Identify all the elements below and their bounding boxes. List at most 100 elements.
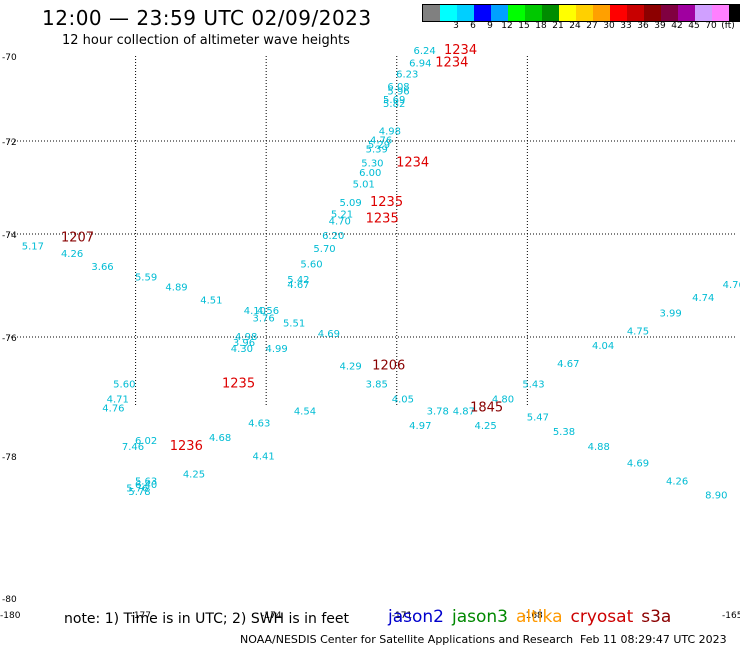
swh-label: 5.43 bbox=[522, 380, 544, 391]
satellite-legend-item: altika bbox=[516, 607, 563, 627]
footer-note: note: 1) Time is in UTC; 2) SWH is in fe… bbox=[64, 611, 350, 627]
swh-label: 4.74 bbox=[692, 293, 714, 304]
color-swatch bbox=[729, 5, 740, 21]
plot-subtitle: 12 hour collection of altimeter wave hei… bbox=[62, 33, 350, 48]
color-scale-label: 36 bbox=[637, 21, 649, 31]
color-swatch bbox=[695, 5, 712, 21]
color-swatch bbox=[440, 5, 457, 21]
color-scale-label: 39 bbox=[654, 21, 666, 31]
swh-label: 3.85 bbox=[366, 380, 388, 391]
color-scale-label: 21 bbox=[552, 21, 564, 31]
satellite-legend: jason2 jason3 altika cryosat s3a bbox=[388, 607, 679, 627]
y-tick-label: -74 bbox=[2, 231, 17, 241]
swh-label: 5.47 bbox=[527, 412, 549, 423]
swh-label: 6.20 bbox=[322, 231, 344, 242]
swh-label: 6.40 bbox=[135, 480, 157, 491]
swh-label: 4.80 bbox=[492, 394, 514, 405]
swh-label: 5.78 bbox=[128, 487, 150, 498]
swh-label: 4.97 bbox=[409, 421, 431, 432]
swh-label: 4.29 bbox=[340, 362, 362, 373]
swh-label: 4.76 bbox=[370, 135, 392, 146]
swh-label: 5.30 bbox=[361, 159, 383, 170]
color-swatch bbox=[712, 5, 729, 21]
swh-label: 4.99 bbox=[266, 344, 288, 355]
swh-label: 4.88 bbox=[588, 442, 610, 453]
swh-label: 5.60 bbox=[113, 380, 135, 391]
swh-label: 5.63 bbox=[135, 476, 157, 487]
color-swatch bbox=[576, 5, 593, 21]
color-swatch bbox=[559, 5, 576, 21]
satellite-legend-item: jason2 bbox=[388, 607, 444, 627]
swh-label: 7.46 bbox=[122, 442, 144, 453]
swh-label: 6.24 bbox=[414, 46, 436, 57]
swh-label: 4.56 bbox=[257, 306, 279, 317]
x-tick-label: -165 bbox=[722, 611, 740, 621]
color-scale-label: 33 bbox=[620, 21, 632, 31]
color-swatch bbox=[627, 5, 644, 21]
y-tick-label: -70 bbox=[2, 53, 17, 63]
swh-label: 4.54 bbox=[294, 406, 316, 417]
time-label: 1206 bbox=[372, 359, 405, 374]
swh-label: 4.05 bbox=[392, 394, 414, 405]
swh-label: 5.09 bbox=[340, 198, 362, 209]
swh-label: 4.70 bbox=[329, 217, 351, 228]
x-tick-label: -177 bbox=[131, 611, 151, 621]
swh-label: 4.51 bbox=[200, 296, 222, 307]
swh-label: 6.23 bbox=[396, 69, 418, 80]
swh-label: 5.59 bbox=[135, 272, 157, 283]
swh-label: 5.51 bbox=[283, 319, 305, 330]
swh-label: 4.67 bbox=[557, 359, 579, 370]
color-swatch bbox=[661, 5, 678, 21]
y-tick-label: -78 bbox=[2, 453, 17, 463]
x-tick-label: -174 bbox=[261, 611, 282, 621]
swh-label: 5.42 bbox=[287, 275, 309, 286]
time-label: 1235 bbox=[370, 195, 403, 210]
swh-label: 4.69 bbox=[627, 459, 649, 470]
color-scale-label: 9 bbox=[487, 21, 493, 31]
color-swatch bbox=[508, 5, 525, 21]
satellite-legend-item: s3a bbox=[641, 607, 672, 627]
plot-title: 12:00 — 23:59 UTC 02/09/2023 bbox=[42, 6, 372, 30]
y-tick-label: -72 bbox=[2, 138, 17, 148]
footer-timestamp: Feb 11 08:29:47 UTC 2023 bbox=[580, 633, 727, 646]
swh-label: 4.75 bbox=[627, 326, 649, 337]
time-label: 1234 bbox=[396, 156, 429, 171]
color-scale-label: 15 bbox=[518, 21, 530, 31]
color-swatch bbox=[593, 5, 610, 21]
swh-label: 4.25 bbox=[183, 469, 205, 480]
color-scale-label: 12 bbox=[501, 21, 513, 31]
color-scale-label: 6 bbox=[470, 21, 476, 31]
swh-label: 4.89 bbox=[165, 283, 187, 294]
color-scale-label: 45 bbox=[688, 21, 700, 31]
color-swatch bbox=[644, 5, 661, 21]
color-swatch bbox=[474, 5, 491, 21]
color-scale-label: 42 bbox=[671, 21, 683, 31]
time-label: 1235 bbox=[222, 377, 255, 392]
swh-label: 4.25 bbox=[474, 421, 496, 432]
satellite-legend-item: jason3 bbox=[452, 607, 508, 627]
color-scale-label: 18 bbox=[535, 21, 547, 31]
swh-label: 5.96 bbox=[387, 86, 409, 97]
color-swatch bbox=[491, 5, 508, 21]
swh-label: 4.04 bbox=[592, 341, 614, 352]
swh-label: 4.67 bbox=[287, 280, 309, 291]
swh-label: 5.82 bbox=[383, 99, 405, 110]
swh-label: 4.76 bbox=[102, 403, 124, 414]
swh-label: 5.21 bbox=[331, 210, 353, 221]
y-tick-label: -76 bbox=[2, 334, 17, 344]
swh-label: 3.78 bbox=[427, 406, 449, 417]
time-label: 1234 bbox=[444, 43, 477, 58]
swh-label: 4.68 bbox=[209, 433, 231, 444]
swh-label: 5.69 bbox=[383, 95, 405, 106]
swh-label: 4.26 bbox=[666, 476, 688, 487]
swh-label: 5.17 bbox=[22, 241, 44, 252]
color-swatch bbox=[542, 5, 559, 21]
color-scale-label: 70 bbox=[705, 21, 717, 31]
color-swatch bbox=[423, 5, 440, 21]
color-scale-label: (ft) bbox=[721, 21, 735, 31]
color-swatch bbox=[457, 5, 474, 21]
swh-label: 4.26 bbox=[61, 249, 83, 260]
swh-label: 3.76 bbox=[252, 314, 274, 325]
